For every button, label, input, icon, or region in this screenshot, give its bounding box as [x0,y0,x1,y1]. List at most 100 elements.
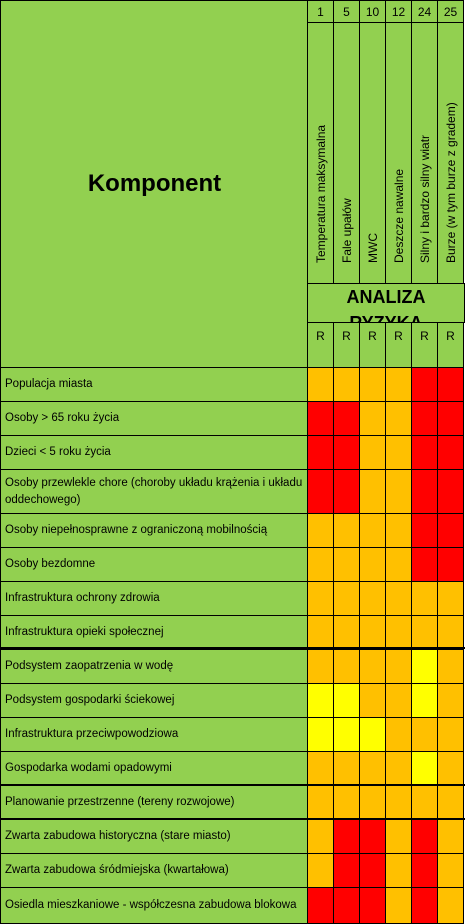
risk-cell [307,751,334,786]
risk-cell [307,547,334,582]
risk-cell [437,367,464,402]
risk-subheader: R [437,322,464,368]
risk-cell [437,853,464,888]
risk-cell [437,717,464,752]
risk-cell [411,367,438,402]
risk-cell [385,751,412,786]
risk-cell [385,513,412,548]
risk-cell [359,435,386,470]
hazard-label-cell: MWC [359,22,386,284]
hazard-label-cell: Deszcze nawalne [385,22,412,284]
component-name: Podsystem zaopatrzenia w wodę [5,660,174,672]
risk-cell [333,435,360,470]
risk-cell [333,887,360,924]
risk-cell [385,547,412,582]
component-row-label: Infrastruktura ochrony zdrowia [0,581,309,616]
risk-cell [411,819,438,854]
risk-cell [359,819,386,854]
component-row-label: Dzieci < 5 roku życia [0,435,309,470]
risk-cell [385,581,412,616]
risk-cell [437,819,464,854]
risk-cell [411,853,438,888]
risk-cell [385,785,412,820]
component-name: Zwarta zabudowa historyczna (stare miast… [5,830,231,842]
component-row-label: Populacja miasta [0,367,309,402]
risk-cell [437,435,464,470]
component-name: Infrastruktura przeciwpowodziowa [5,728,179,740]
risk-cell [359,581,386,616]
risk-subheader: R [411,322,438,368]
hazard-label-cell: Temperatura maksymalna [307,22,334,284]
hazard-number: 10 [359,0,386,23]
risk-cell [307,469,334,514]
risk-cell [411,513,438,548]
risk-cell [385,469,412,514]
risk-cell [359,649,386,684]
risk-cell [333,785,360,820]
risk-cell [359,887,386,924]
component-header: Komponent [0,0,309,368]
risk-cell [307,367,334,402]
risk-cell [411,469,438,514]
risk-cell [411,785,438,820]
risk-cell [307,435,334,470]
risk-analysis-title: ANALIZA RYZYKA [346,287,426,323]
hazard-label-cell: Silny i bardzo silny wiatr [411,22,438,284]
component-row-label: Infrastruktura przeciwpowodziowa [0,717,309,752]
risk-cell [359,367,386,402]
risk-cell [307,513,334,548]
risk-cell [437,513,464,548]
risk-cell [411,547,438,582]
risk-cell [333,853,360,888]
risk-cell [307,649,334,684]
risk-cell [307,581,334,616]
risk-cell [411,751,438,786]
risk-cell [359,853,386,888]
component-row-label: Zwarta zabudowa historyczna (stare miast… [0,819,309,854]
component-title: Komponent [87,170,222,197]
risk-cell [385,887,412,924]
hazard-number: 1 [307,0,334,23]
component-row-label: Osoby przewlekle chore (choroby układu k… [0,469,309,514]
component-row-label: Podsystem gospodarki ściekowej [0,683,309,718]
hazard-number: 5 [333,0,360,23]
risk-cell [411,717,438,752]
risk-cell [437,581,464,616]
component-name: Podsystem gospodarki ściekowej [5,694,175,706]
risk-cell [333,401,360,436]
risk-cell [359,751,386,786]
component-row-label: Osoby niepełnosprawne z ograniczoną mobi… [0,513,309,548]
risk-cell [411,615,438,650]
risk-cell [333,819,360,854]
risk-cell [307,887,334,924]
risk-cell [385,435,412,470]
risk-cell [437,751,464,786]
risk-cell [411,435,438,470]
component-row-label: Osoby > 65 roku życia [0,401,309,436]
risk-cell [385,853,412,888]
group-divider [0,647,465,649]
risk-cell [333,581,360,616]
risk-cell [307,819,334,854]
component-name: Osoby bezdomne [5,558,96,570]
risk-cell [437,649,464,684]
risk-cell [307,683,334,718]
risk-cell [437,887,464,924]
group-divider [0,818,465,820]
component-row-label: Podsystem zaopatrzenia w wodę [0,649,309,684]
risk-cell [385,367,412,402]
component-name: Gospodarka wodami opadowymi [5,762,172,774]
component-row-label: Gospodarka wodami opadowymi [0,751,309,786]
risk-cell [333,513,360,548]
risk-cell [411,581,438,616]
risk-cell [333,717,360,752]
risk-cell [385,615,412,650]
risk-analysis-header: ANALIZA RYZYKA [307,283,465,323]
risk-subheader: R [359,322,386,368]
risk-cell [359,469,386,514]
component-name: Osoby przewlekle chore (choroby układu k… [5,476,303,506]
risk-cell [411,683,438,718]
component-row-label: Infrastruktura opieki społecznej [0,615,309,650]
component-row-label: Planowanie przestrzenne (tereny rozwojow… [0,785,309,820]
risk-cell [333,751,360,786]
